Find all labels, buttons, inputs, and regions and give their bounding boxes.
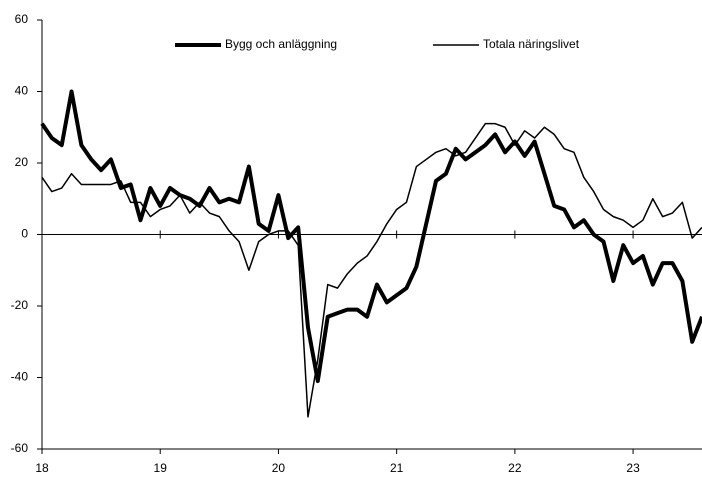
y-tick-label: 20 [15,155,29,169]
x-tick-label: 23 [626,461,640,475]
series-line [40,89,702,384]
y-tick-label: -40 [11,370,29,384]
legend-label: Totala näringslivet [483,37,580,51]
x-tick-label: 22 [508,461,522,475]
y-tick-label: 0 [21,227,28,241]
x-tick-label: 18 [35,461,49,475]
x-tick-label: 19 [154,461,168,475]
x-tick-label: 21 [390,461,404,475]
y-tick-label: 40 [15,84,29,98]
legend-label: Bygg och anläggning [225,37,337,51]
y-tick-label: -20 [11,298,29,312]
y-tick-label: 60 [15,12,29,26]
x-tick-label: 20 [272,461,286,475]
y-tick-label: -60 [11,441,29,455]
series-line [41,122,702,418]
